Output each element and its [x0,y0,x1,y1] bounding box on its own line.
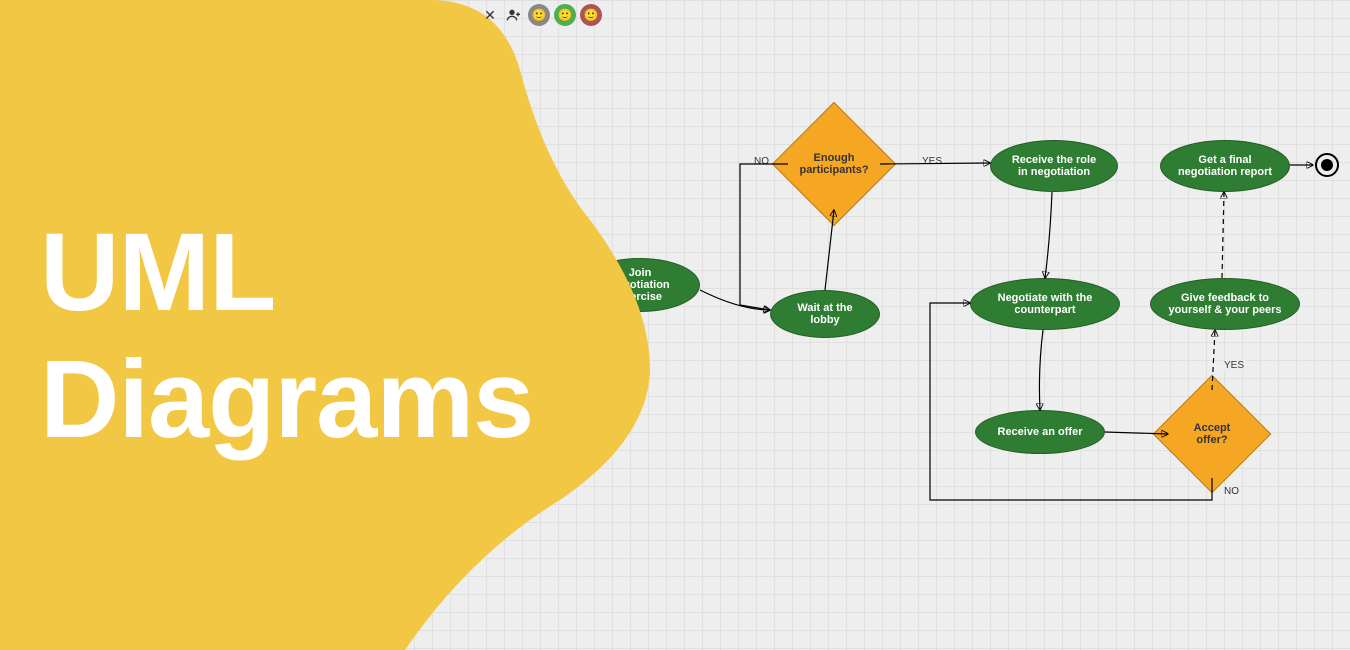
title-line-2: Diagrams [40,338,533,461]
page-title: UML Diagrams [40,210,533,463]
avatar-3[interactable]: 🙂 [580,4,602,26]
avatar-1[interactable]: 🙂 [528,4,550,26]
close-icon[interactable]: ✕ [480,5,500,25]
avatar-2[interactable]: 🙂 [554,4,576,26]
title-line-1: UML [40,211,275,334]
toolbar: ✕ 🙂 🙂 🙂 [480,4,602,26]
add-user-icon[interactable] [504,5,524,25]
